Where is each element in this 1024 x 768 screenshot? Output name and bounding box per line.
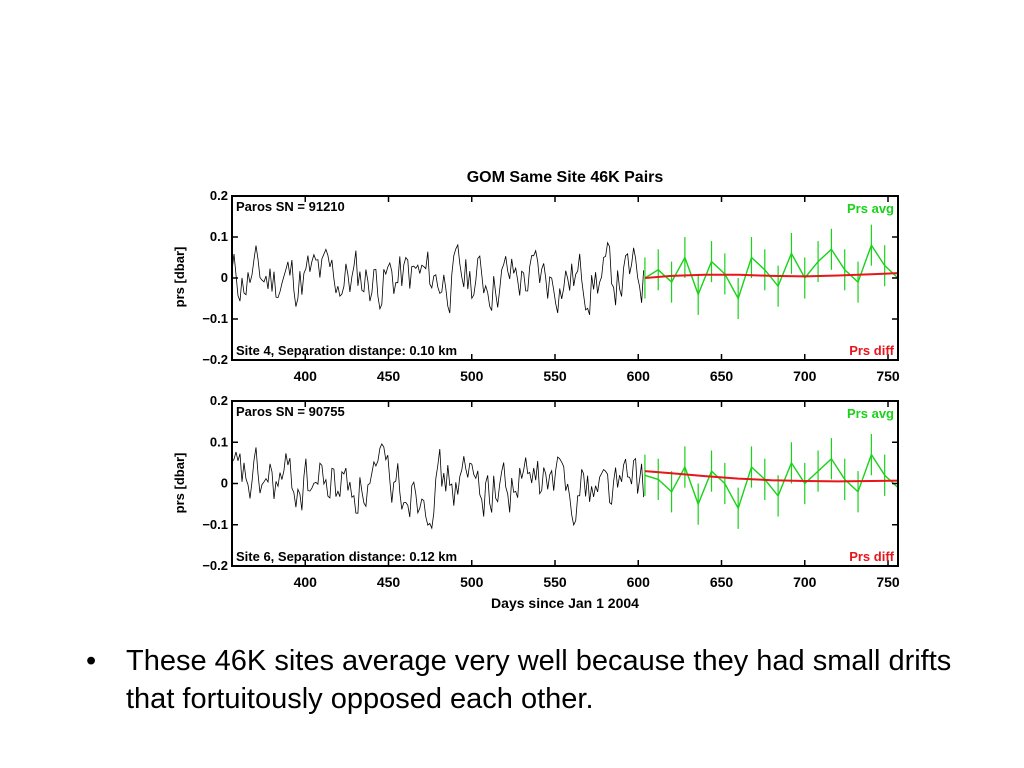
series-line-green [644,453,899,511]
black-pressure-trace [231,241,644,316]
y-tick-label: 0.2 [210,188,228,203]
x-tick-label: 700 [793,574,817,590]
x-tick-label: 450 [377,368,401,384]
x-tick-label: 600 [627,574,651,590]
chart-panel-site-6: 400 450 500 550 600 650 700 750 −0.2 −0.1 0 0.1 0.2 P… [202,393,900,590]
series-line-green [644,243,899,301]
y-tick-label: −0.2 [202,558,228,573]
bullet-item: • These 46K sites average very well beca… [86,642,966,718]
site-separation-label: Site 4, Separation distance: 0.10 km [236,343,457,358]
y-tick-label: −0.1 [202,311,228,326]
x-tick-label: 400 [294,574,318,590]
x-tick-label: 450 [377,574,401,590]
x-tick-label: 550 [543,574,567,590]
y-tick-label: 0 [221,270,228,285]
site-separation-label: Site 6, Separation distance: 0.12 km [236,549,457,564]
y-tick-label: −0.2 [202,352,228,367]
bullet-dot: • [86,645,97,677]
x-tick-label: 500 [460,368,484,384]
x-tick-label: 650 [710,574,734,590]
y-axis-label-top: prs [dbar] [172,247,187,308]
x-tick-label: 550 [543,368,567,384]
y-axis-label-bottom: prs [dbar] [172,453,187,514]
y-tick-label: −0.1 [202,517,228,532]
legend-prs-diff: Prs diff [849,549,894,564]
y-tick-label: 0 [221,476,228,491]
x-tick-label: 700 [793,368,817,384]
series-line-red [644,470,899,483]
legend-prs-avg: Prs avg [847,201,894,216]
paros-serial-label: Paros SN = 91210 [236,199,345,214]
legend-prs-avg: Prs avg [847,406,894,421]
x-tick-label: 650 [710,368,734,384]
bullet-text: These 46K sites average very well becaus… [126,645,952,715]
y-tick-label: 0.2 [210,393,228,408]
paros-serial-label: Paros SN = 90755 [236,404,345,419]
y-tick-label: 0.1 [210,434,228,449]
x-tick-label: 750 [876,368,900,384]
x-tick-label: 400 [294,368,318,384]
x-tick-label: 500 [460,574,484,590]
chart-title: GOM Same Site 46K Pairs [467,169,664,186]
chart-panel-site-4: 400 450 500 550 600 650 700 750 −0.2 −0.1 0 0.1 0.2 P… [202,188,900,384]
black-pressure-trace [231,443,644,530]
legend-prs-diff: Prs diff [849,343,894,358]
figure: GOM Same Site 46K Pairs prs [dbar] prs [… [172,169,900,611]
x-tick-label: 750 [876,574,900,590]
x-tick-label: 600 [627,368,651,384]
series-line-red [644,272,899,279]
y-tick-label: 0.1 [210,229,228,244]
x-axis-label: Days since Jan 1 2004 [491,595,639,611]
